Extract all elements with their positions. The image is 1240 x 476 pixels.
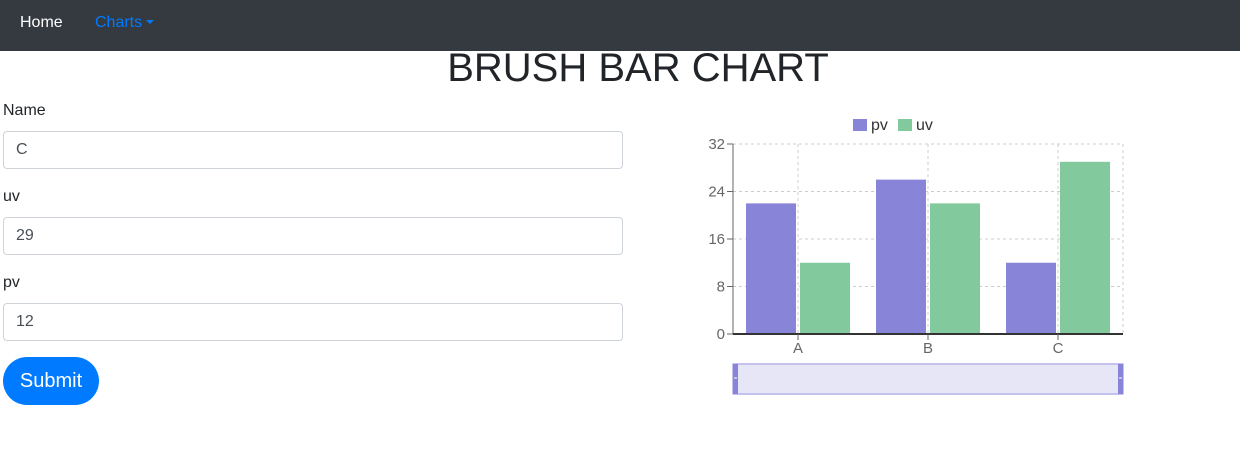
y-tick-16: 16 [708, 231, 725, 248]
navbar: Home Charts [0, 0, 1240, 51]
nav-charts-label: Charts [95, 14, 143, 31]
legend-swatch-pv [853, 119, 867, 131]
brush-handle-left[interactable] [733, 364, 738, 394]
brush[interactable] [732, 363, 1124, 395]
legend-label-uv: uv [916, 117, 933, 134]
uv-input[interactable] [3, 217, 623, 255]
submit-button[interactable]: Submit [3, 357, 99, 405]
x-tick-a: A [793, 340, 803, 357]
pv-input[interactable] [3, 303, 623, 341]
x-tick-c: C [1053, 340, 1064, 357]
bar-uv-b [930, 203, 980, 334]
bar-pv-a [746, 203, 796, 334]
bar-uv-c [1060, 161, 1110, 334]
legend-swatch-uv [898, 119, 912, 131]
brush-track[interactable] [732, 363, 1124, 395]
y-tick-32: 32 [708, 136, 725, 153]
brush-selection[interactable] [738, 365, 1118, 393]
y-tick-0: 0 [717, 326, 725, 343]
x-axis: A B C [793, 334, 1064, 357]
legend-label-pv: pv [871, 117, 888, 134]
name-input[interactable] [3, 131, 623, 169]
brush-bar-chart: pv uv 0 8 16 24 32 A [708, 117, 1124, 395]
y-tick-8: 8 [717, 279, 725, 296]
brush-handle-right[interactable] [1118, 364, 1123, 394]
nav-home-link[interactable]: Home [20, 14, 63, 31]
y-tick-24: 24 [708, 184, 725, 201]
bar-pv-b [876, 179, 926, 334]
pv-label: pv [3, 274, 20, 291]
uv-label: uv [3, 188, 20, 205]
nav-charts-dropdown[interactable]: Charts [95, 14, 155, 32]
legend: pv uv [853, 117, 933, 134]
x-tick-b: B [923, 340, 933, 357]
page-title: BRUSH BAR CHART [447, 46, 829, 90]
name-label: Name [3, 102, 46, 119]
bars [746, 161, 1110, 334]
bar-uv-a [800, 262, 850, 334]
caret-down-icon [146, 20, 155, 24]
y-axis: 0 8 16 24 32 [708, 136, 733, 343]
bar-pv-c [1006, 262, 1056, 334]
grid [733, 143, 1124, 334]
